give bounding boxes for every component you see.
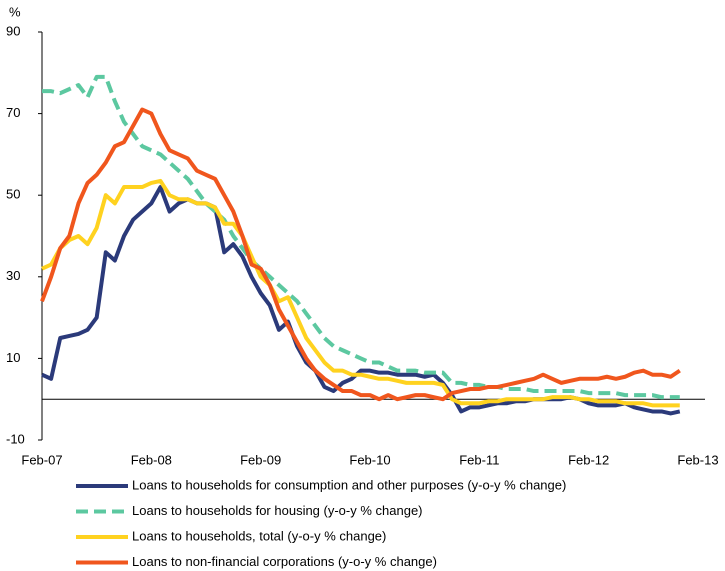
y-tick-label: -10	[6, 431, 25, 446]
series-line	[41, 178, 680, 408]
y-axis-label: %	[9, 4, 21, 19]
legend-label: Loans to households for housing (y-o-y %…	[132, 503, 423, 518]
y-tick-label: 70	[6, 105, 20, 120]
legend-label: Loans to households, total (y-o-y % chan…	[132, 528, 386, 543]
x-tick-label: Feb-13	[677, 452, 718, 467]
x-tick-label: Feb-12	[568, 452, 609, 467]
y-tick-label: 30	[6, 268, 20, 283]
x-tick-label: Feb-09	[240, 452, 281, 467]
legend-label: Loans to households for consumption and …	[132, 477, 566, 492]
series-line	[40, 107, 681, 402]
x-tick-label: Feb-10	[349, 452, 390, 467]
x-tick-label: Feb-11	[459, 452, 499, 467]
y-tick-label: 50	[6, 187, 20, 202]
y-tick-label: 10	[6, 350, 20, 365]
series-line	[42, 74, 680, 400]
x-tick-label: Feb-08	[131, 452, 172, 467]
x-tick-label: Feb-07	[21, 452, 62, 467]
legend-label: Loans to non-financial corporations (y-o…	[132, 554, 437, 569]
y-tick-label: 90	[6, 23, 20, 38]
